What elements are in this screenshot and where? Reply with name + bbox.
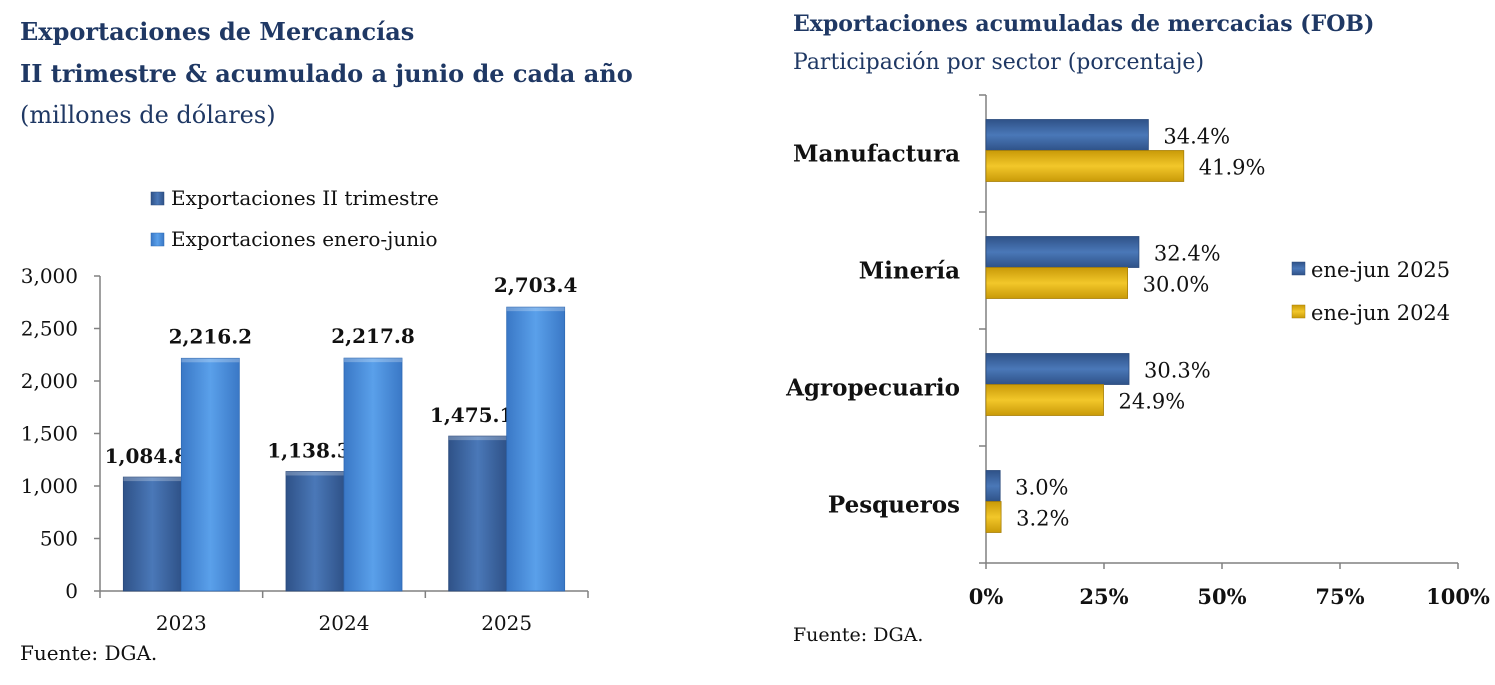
bar xyxy=(985,150,1185,182)
legend-label-2025: ene-jun 2025 xyxy=(1311,258,1450,282)
x-tick-label: 2025 xyxy=(481,611,532,635)
data-label: 2,217.8 xyxy=(331,324,415,348)
data-label: 34.4% xyxy=(1163,125,1230,149)
bar xyxy=(985,267,1129,299)
legend-swatch-enero-junio xyxy=(150,232,165,247)
y-tick-label: 1,000 xyxy=(21,474,78,498)
x-tick-label: 2023 xyxy=(156,611,207,635)
bar xyxy=(985,501,1002,533)
bar xyxy=(985,119,1149,151)
left-bar-chart: 0 500 1,000 1,500 2,000 2,500 3,000 2023 1,084.8… xyxy=(21,264,589,635)
bar xyxy=(985,236,1140,268)
right-chart-title: Exportaciones acumuladas de mercacias (F… xyxy=(793,11,1374,37)
x-tick-label: 0% xyxy=(969,584,1004,609)
left-chart-title-line1: Exportaciones de Mercancías xyxy=(20,17,414,46)
legend-swatch-2024 xyxy=(1291,304,1306,319)
y-tick-label: 2,000 xyxy=(21,369,78,393)
right-bar-chart: 0% 25% 50% 75% 100% Manufactura 34.4% 41.9% Mine… xyxy=(785,94,1490,609)
data-label: 24.9% xyxy=(1119,390,1186,414)
legend-label-2024: ene-jun 2024 xyxy=(1311,301,1450,325)
bar xyxy=(180,357,240,592)
bar-top-highlight xyxy=(448,436,507,441)
left-chart-source: Fuente: DGA. xyxy=(20,641,157,665)
data-label: 2,703.4 xyxy=(494,273,578,297)
data-label: 41.9% xyxy=(1199,156,1266,180)
bar-top-highlight xyxy=(344,358,402,363)
category-label: Agropecuario xyxy=(785,375,960,402)
data-label: 30.3% xyxy=(1144,359,1211,383)
data-label: 2,216.2 xyxy=(169,324,253,348)
bar xyxy=(448,435,508,592)
y-tick-label: 3,000 xyxy=(21,264,78,288)
legend-label-enero-junio: Exportaciones enero-junio xyxy=(171,227,438,251)
data-label: 32.4% xyxy=(1154,242,1221,266)
bar-top-highlight xyxy=(506,307,565,312)
bar xyxy=(285,471,345,592)
data-label: 1,138.3 xyxy=(267,438,351,462)
x-tick-label: 50% xyxy=(1197,584,1246,609)
y-tick-label: 2,500 xyxy=(21,317,78,341)
x-tick-label: 100% xyxy=(1426,584,1490,609)
y-tick-label: 1,500 xyxy=(21,422,78,446)
data-label: 3.2% xyxy=(1016,507,1069,531)
legend-label-ii-trimestre: Exportaciones II trimestre xyxy=(171,186,439,210)
left-chart-subtitle: (millones de dólares) xyxy=(20,101,276,129)
bar xyxy=(343,357,403,592)
right-chart-source: Fuente: DGA. xyxy=(793,624,923,646)
x-tick-label: 75% xyxy=(1315,584,1364,609)
data-label: 3.0% xyxy=(1015,476,1068,500)
bar-top-highlight xyxy=(286,471,344,476)
category-label: Pesqueros xyxy=(828,492,960,519)
y-tick-label: 500 xyxy=(40,527,78,551)
category-label: Manufactura xyxy=(793,141,960,168)
bar xyxy=(985,470,1001,502)
bar-top-highlight xyxy=(181,358,240,363)
bar xyxy=(985,353,1130,385)
data-label: 1,084.8 xyxy=(105,444,189,468)
bar-top-highlight xyxy=(123,477,182,482)
category-label: Minería xyxy=(859,258,960,285)
bar xyxy=(985,384,1104,416)
legend-swatch-ii-trimestre xyxy=(150,191,165,206)
data-label: 1,475.1 xyxy=(430,403,514,427)
data-label: 30.0% xyxy=(1143,273,1210,297)
bar xyxy=(506,306,566,592)
bar xyxy=(122,476,182,592)
left-chart-title-line2: II trimestre & acumulado a junio de cada… xyxy=(20,59,633,88)
y-tick-label: 0 xyxy=(65,579,78,603)
x-tick-label: 2024 xyxy=(319,611,370,635)
x-tick-label: 25% xyxy=(1079,584,1128,609)
legend-swatch-2025 xyxy=(1291,261,1306,276)
right-chart-subtitle: Participación por sector (porcentaje) xyxy=(793,50,1204,75)
